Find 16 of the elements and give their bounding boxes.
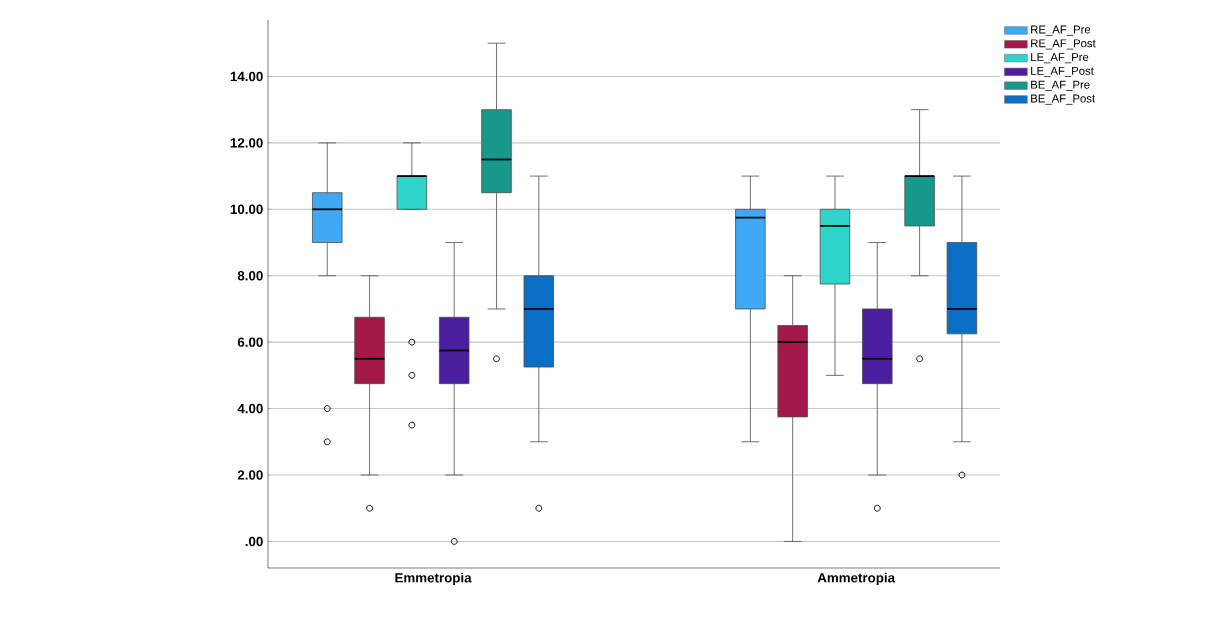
legend-label: LE_AF_Pre — [1031, 53, 1089, 64]
y-tick-label: 14.00 — [230, 71, 263, 82]
y-tick-label: 4.00 — [237, 404, 263, 414]
y-tick-label: 8.00 — [237, 271, 263, 281]
x-tick-label: Emmetropia — [395, 572, 472, 586]
legend-label: LE_AF_Post — [1031, 67, 1094, 78]
legend-label: RE_AF_Post — [1031, 39, 1096, 50]
y-tick-label: 12.00 — [230, 138, 263, 148]
y-tick-label: 6.00 — [237, 337, 263, 348]
legend-label: RE_AF_Pre — [1031, 25, 1091, 36]
y-tick-label: 2.00 — [237, 470, 263, 480]
legend-label: BE_AF_Pre — [1031, 80, 1090, 92]
y-tick-label: .00 — [245, 536, 263, 547]
legend-label: BE_AF_Post — [1031, 94, 1096, 105]
x-tick-label: Ammetropia — [817, 572, 896, 586]
y-tick-label: 10.00 — [230, 204, 263, 215]
